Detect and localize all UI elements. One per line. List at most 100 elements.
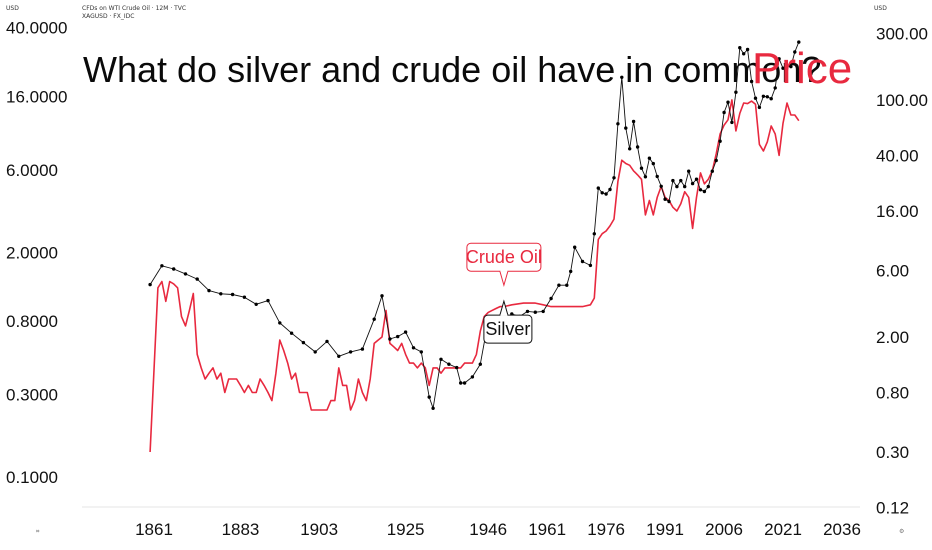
left-corner-icon[interactable]: ⌗	[36, 528, 40, 535]
callout-box	[483, 314, 533, 344]
silver-data-point	[478, 362, 482, 366]
silver-data-point	[183, 272, 188, 276]
silver-data-point	[679, 178, 683, 183]
silver-data-point	[738, 46, 742, 50]
silver-data-point	[793, 50, 797, 54]
x-tick-label: 1883	[222, 520, 260, 539]
silver-data-point	[753, 96, 758, 100]
x-tick-label: 2036	[823, 520, 861, 539]
silver-data-point	[620, 75, 624, 80]
silver-data-point	[671, 178, 675, 183]
silver-data-point	[525, 309, 530, 314]
silver-data-point	[722, 110, 726, 115]
silver-data-point	[348, 350, 353, 354]
right-tick-label: 300.00	[876, 24, 928, 43]
silver-data-point	[569, 269, 573, 274]
left-tick-label: 0.1000	[6, 468, 58, 487]
silver-data-point	[639, 166, 644, 170]
x-tick-label: 1925	[387, 520, 425, 539]
silver-data-point	[439, 357, 443, 361]
silver-data-point	[592, 232, 596, 236]
silver-data-point	[694, 177, 699, 181]
silver-data-point	[647, 156, 652, 160]
right-currency-label: USD	[874, 5, 887, 12]
silver-data-point	[219, 292, 223, 296]
silver-data-point	[769, 97, 773, 101]
silver-data-point	[573, 245, 577, 249]
silver-data-point	[734, 90, 738, 94]
silver-data-point	[427, 395, 431, 399]
x-tick-label: 1991	[646, 520, 684, 539]
silver-data-point	[710, 169, 714, 173]
silver-data-point	[667, 199, 671, 204]
right-tick-label: 16.00	[876, 202, 919, 221]
x-axis-ticks: 1861 1883 1903 1925 1946 1961 1976 1991 2006 2021…	[135, 520, 861, 539]
silver-data-point	[380, 294, 384, 298]
silver-data-point	[403, 330, 408, 334]
silver-data-point	[789, 64, 793, 69]
silver-data-point	[797, 40, 801, 44]
left-tick-label: 0.3000	[6, 386, 58, 405]
silver-data-point	[447, 362, 451, 366]
silver-series-line	[149, 41, 800, 409]
annotation-layer: Crude Oil Silver	[466, 242, 542, 344]
right-tick-label: 2.00	[876, 328, 909, 347]
silver-data-point	[596, 186, 600, 190]
silver-data-point	[745, 47, 750, 52]
silver-data-point	[785, 64, 789, 69]
silver-data-point	[765, 95, 769, 99]
x-tick-label: 1903	[300, 520, 338, 539]
silver-data-point	[242, 295, 247, 299]
left-currency-label: USD	[6, 5, 19, 12]
left-axis-ticks: 120.000040.000016.00006.00002.00000.8000…	[6, 19, 67, 487]
silver-data-point	[160, 264, 164, 268]
series-layer	[148, 40, 801, 453]
right-corner-icon[interactable]: ⚙	[899, 528, 904, 535]
silver-data-point	[337, 354, 341, 358]
silver-data-point	[624, 126, 628, 130]
silver-data-point	[462, 381, 467, 385]
silver-data-point	[706, 184, 710, 189]
silver-data-point	[549, 296, 553, 301]
left-tick-label: 16.0000	[6, 87, 67, 106]
silver-data-point	[388, 337, 392, 341]
series-info-line-1: CFDs on WTI Crude Oil · 12M · TVC	[82, 5, 186, 12]
silver-data-point	[690, 181, 695, 186]
silver-data-point	[663, 197, 667, 201]
silver-data-point	[761, 94, 766, 99]
silver-data-point	[655, 174, 659, 179]
silver-data-point	[757, 105, 762, 110]
silver-data-point	[172, 267, 176, 271]
silver-data-point	[195, 277, 199, 281]
silver-data-point	[580, 259, 585, 264]
series-info-line-2: XAGUSD · FX_IDC	[82, 13, 134, 20]
callout-silver: Silver	[483, 299, 533, 344]
silver-data-point	[207, 288, 211, 293]
silver-data-point	[777, 57, 781, 61]
silver-data-point	[781, 66, 785, 70]
silver-data-point	[628, 147, 632, 151]
silver-data-point	[266, 298, 270, 303]
right-tick-label: 100.00	[876, 91, 928, 110]
silver-data-point	[675, 184, 679, 189]
silver-data-point	[631, 119, 636, 124]
svg-text:⌗: ⌗	[36, 528, 40, 535]
right-tick-label: 0.12	[876, 499, 909, 518]
tagline: Price	[752, 44, 852, 93]
silver-data-point	[396, 334, 400, 339]
x-tick-label: 1946	[469, 520, 507, 539]
silver-data-point	[278, 321, 282, 325]
right-tick-label: 0.80	[876, 384, 909, 403]
silver-data-point	[773, 86, 777, 90]
right-axis-ticks: 300.00 100.00 40.00 16.00 6.00 2.00 0.80 0.30 0.…	[876, 24, 928, 517]
silver-data-point	[360, 347, 365, 351]
silver-data-point	[698, 188, 703, 192]
silver-data-point	[289, 331, 294, 335]
x-tick-label: 1961	[528, 520, 566, 539]
silver-data-point	[254, 302, 258, 306]
silver-data-point	[588, 263, 593, 268]
right-tick-label: 6.00	[876, 261, 909, 280]
silver-data-point	[372, 317, 376, 321]
silver-data-point	[565, 283, 569, 287]
